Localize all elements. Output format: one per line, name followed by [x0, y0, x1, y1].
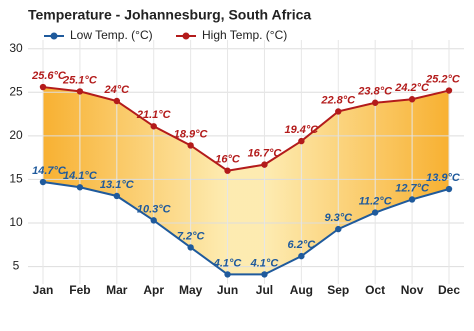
data-point	[335, 108, 342, 115]
value-label: 4.1°C	[250, 257, 280, 269]
value-label: 13.1°C	[100, 179, 135, 191]
x-tick-label: Feb	[69, 283, 90, 297]
x-tick-label: Apr	[143, 283, 164, 297]
data-point	[445, 87, 453, 94]
value-label: 23.8°C	[357, 86, 393, 98]
y-tick-label: 10	[9, 215, 23, 229]
legend-label: High Temp. (°C)	[202, 28, 287, 42]
y-tick-label: 15	[9, 172, 23, 186]
value-label: 14.1°C	[63, 170, 98, 182]
x-tick-label: Mar	[106, 283, 128, 297]
value-label: 18.9°C	[174, 128, 209, 140]
legend-marker	[50, 32, 58, 40]
data-point	[371, 99, 379, 106]
value-label: 16°C	[215, 154, 241, 166]
value-label: 9.3°C	[324, 212, 353, 224]
value-label: 21.1°C	[136, 109, 172, 121]
y-tick-label: 30	[9, 41, 23, 55]
chart-title: Temperature - Johannesburg, South Africa	[28, 7, 311, 23]
range-area	[43, 87, 449, 275]
data-point	[150, 123, 157, 130]
x-tick-label: Jan	[33, 283, 54, 297]
data-point	[39, 83, 47, 91]
value-label: 11.2°C	[359, 195, 393, 207]
y-tick-label: 20	[9, 128, 23, 142]
y-tick-label: 25	[9, 84, 23, 98]
value-label: 24°C	[104, 84, 131, 96]
value-label: 16.7°C	[248, 148, 283, 160]
x-tick-label: Sep	[327, 283, 349, 297]
x-tick-label: Jun	[217, 283, 238, 297]
data-point	[371, 209, 379, 216]
value-label: 22.8°C	[320, 94, 356, 106]
data-point	[224, 167, 231, 174]
value-label: 25.6°C	[31, 70, 67, 82]
data-point	[113, 97, 121, 105]
legend-marker	[182, 32, 190, 40]
x-tick-label: Aug	[290, 283, 313, 297]
y-tick-label: 5	[13, 259, 20, 273]
series-line	[42, 181, 450, 276]
value-label: 25.2°C	[425, 73, 461, 85]
x-tick-label: Dec	[438, 283, 460, 297]
data-point	[39, 178, 47, 186]
value-label: 10.3°C	[137, 203, 172, 215]
data-point	[408, 196, 416, 203]
value-label: 19.4°C	[284, 124, 319, 136]
value-label: 6.2°C	[288, 239, 317, 251]
x-tick-label: Jul	[256, 283, 273, 297]
x-tick-label: May	[179, 283, 203, 297]
value-label: 24.2°C	[394, 82, 430, 94]
data-point	[261, 271, 268, 278]
data-point	[445, 185, 453, 193]
data-point	[408, 96, 416, 103]
value-label: 4.1°C	[213, 257, 243, 269]
series-line	[42, 86, 450, 172]
data-point	[187, 142, 194, 149]
x-tick-label: Nov	[401, 283, 424, 297]
value-label: 25.1°C	[62, 74, 98, 86]
value-label: 12.7°C	[395, 182, 430, 194]
data-point	[335, 225, 342, 233]
data-point	[187, 244, 194, 251]
legend-label: Low Temp. (°C)	[70, 28, 153, 42]
data-point	[113, 192, 121, 200]
value-label: 14.7°C	[32, 165, 67, 177]
data-point	[261, 161, 268, 168]
data-point	[298, 137, 305, 145]
data-point	[224, 271, 231, 278]
value-label: 7.2°C	[177, 230, 206, 242]
data-point	[76, 88, 84, 95]
data-point	[150, 217, 157, 224]
x-tick-label: Oct	[365, 283, 385, 297]
data-point	[298, 252, 305, 260]
value-label: 13.9°C	[426, 172, 461, 184]
data-point	[76, 184, 84, 191]
